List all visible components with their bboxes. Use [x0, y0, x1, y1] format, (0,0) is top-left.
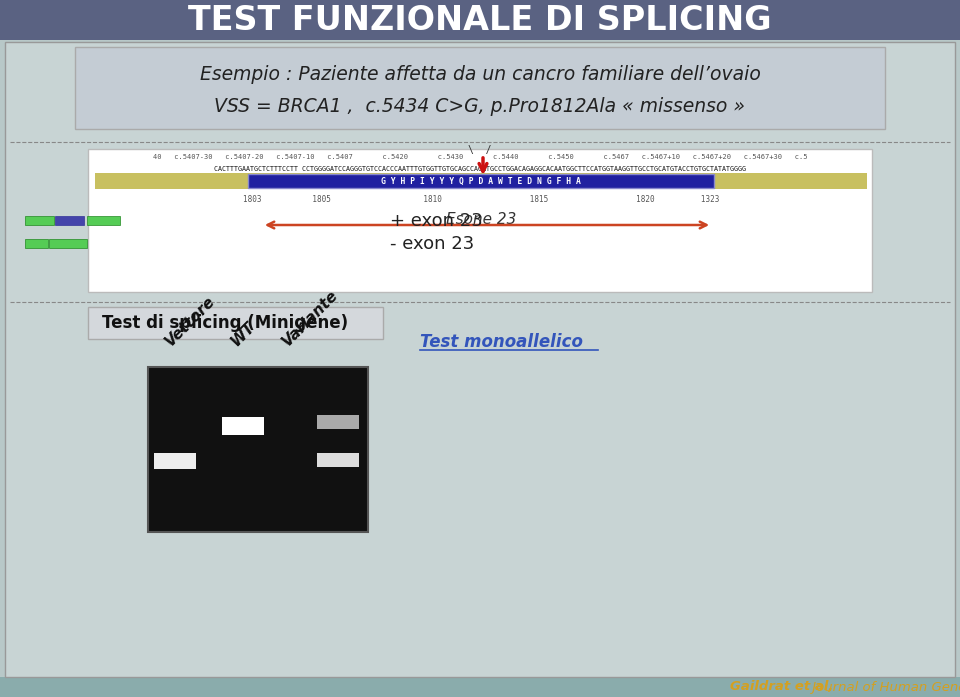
Bar: [0, 0, 960, 40]
Bar: [88, 307, 383, 339]
Text: CACTTTGAATGCTCTTTCCTT CCTGGGGATCCAGGGTGTCCACCCAATTTGTGGTTGTGCAGCCAGATGCCTGGACAGA: CACTTTGAATGCTCTTTCCTT CCTGGGGATCCAGGGTGT…: [214, 166, 746, 172]
Text: VSS = BRCA1 ,  c.5434 C>G, p.Pro1812Ala « missenso »: VSS = BRCA1 , c.5434 C>G, p.Pro1812Ala «…: [214, 98, 746, 116]
Text: - exon 23: - exon 23: [390, 235, 474, 253]
Bar: [248, 174, 714, 188]
Text: Vettore: Vettore: [162, 293, 218, 349]
Bar: [148, 367, 368, 532]
Bar: [154, 453, 196, 469]
Text: Esempio : Paziente affetta da un cancro familiare dell’ovaio: Esempio : Paziente affetta da un cancro …: [200, 66, 760, 84]
Text: Test di splicing (Minigene): Test di splicing (Minigene): [102, 314, 348, 332]
Text: G Y H P I Y Y Y Q P D A W T E D N G F H A: G Y H P I Y Y Y Q P D A W T E D N G F H …: [381, 176, 581, 185]
Text: Journal of Human Genetics, 2010: Journal of Human Genetics, 2010: [808, 680, 960, 694]
Bar: [86, 216, 120, 225]
Bar: [317, 415, 359, 429]
Text: Gaildrat et al,: Gaildrat et al,: [730, 680, 833, 694]
Bar: [56, 216, 84, 225]
Bar: [317, 453, 359, 467]
Text: + exon 23: + exon 23: [390, 212, 483, 230]
Bar: [49, 239, 86, 248]
Bar: [25, 216, 54, 225]
Text: WT: WT: [228, 319, 258, 349]
Bar: [95, 173, 867, 189]
Bar: [75, 47, 885, 129]
Text: Variante: Variante: [279, 287, 341, 349]
Bar: [222, 417, 264, 435]
Text: \  /: \ /: [468, 145, 492, 155]
Bar: [25, 239, 47, 248]
Text: 40   c.5407-30   c.5407-20   c.5407-10   c.5407       c.5420       c.5430       : 40 c.5407-30 c.5407-20 c.5407-10 c.5407 …: [153, 154, 807, 160]
Bar: [0, 677, 960, 697]
Text: 1803           1805                    1810                   1815              : 1803 1805 1810 1815: [243, 194, 719, 204]
Bar: [88, 149, 872, 292]
Text: Test monoallelico: Test monoallelico: [420, 333, 583, 351]
Text: TEST FUNZIONALE DI SPLICING: TEST FUNZIONALE DI SPLICING: [188, 3, 772, 36]
Text: Esone 23: Esone 23: [445, 211, 516, 227]
